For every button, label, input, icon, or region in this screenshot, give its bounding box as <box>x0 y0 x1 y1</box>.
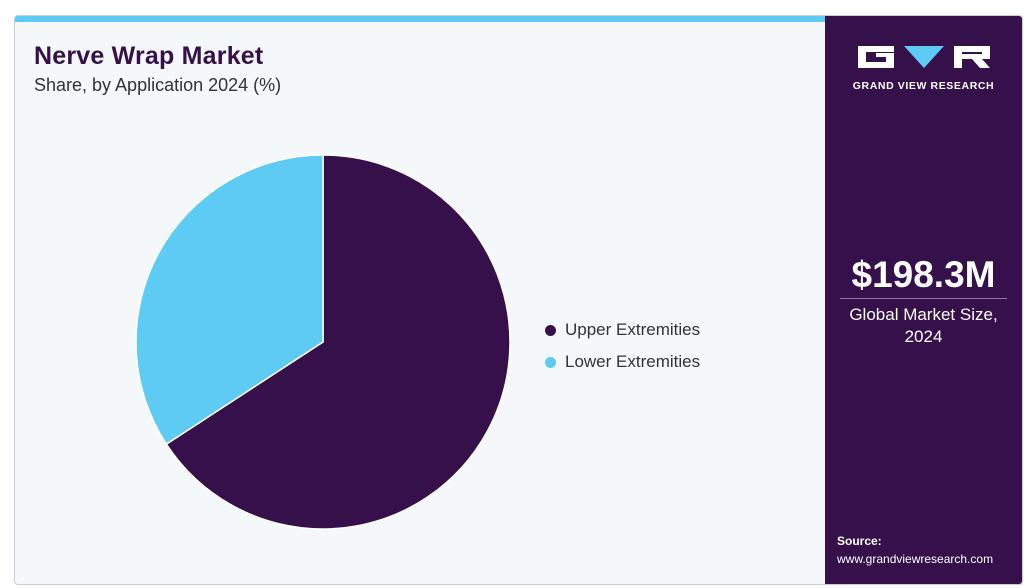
divider <box>840 298 1007 299</box>
source-label: Source: <box>837 534 882 548</box>
market-size-value: $198.3M <box>851 254 996 295</box>
chart-card: Nerve Wrap Market Share, by Application … <box>14 15 1023 585</box>
pie-slice-upper-extremities <box>165 154 511 530</box>
pie-slice-lower-extremities <box>135 154 324 446</box>
gvr-logo-icon <box>857 46 990 68</box>
source-link[interactable]: www.grandviewresearch.com <box>837 552 994 566</box>
legend-item: Upper Extremities <box>545 314 700 346</box>
logo: GRAND VIEW RESEARCH <box>825 42 1022 92</box>
legend-label: Lower Extremities <box>565 352 701 371</box>
legend-item: Lower Extremities <box>545 346 700 378</box>
legend-swatch <box>545 324 556 336</box>
chart-title: Nerve Wrap Market <box>34 42 264 70</box>
market-size-caption: Global Market Size, 2024 <box>849 305 998 346</box>
chart-subtitle: Share, by Application 2024 (%) <box>34 75 282 95</box>
legend-swatch <box>545 356 556 368</box>
accent-bar <box>15 16 825 22</box>
legend-label: Upper Extremities <box>565 320 701 339</box>
legend: Upper Extremities Lower Extremities <box>545 314 700 378</box>
sidebar-panel: GRAND VIEW RESEARCH $198.3M Global Marke… <box>825 16 1022 584</box>
pie-chart <box>135 154 511 530</box>
logo-text: GRAND VIEW RESEARCH <box>852 80 995 92</box>
